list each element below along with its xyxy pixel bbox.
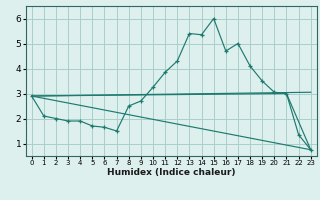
- X-axis label: Humidex (Indice chaleur): Humidex (Indice chaleur): [107, 168, 236, 177]
